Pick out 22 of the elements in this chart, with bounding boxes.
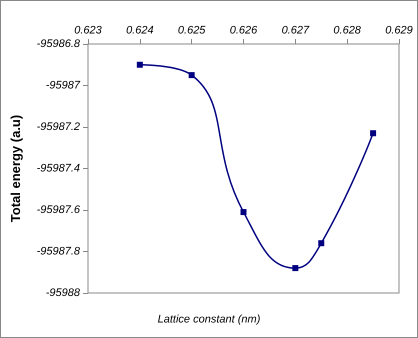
x-tick-label: 0.629 [385,24,413,36]
x-tick-label: 0.624 [126,24,154,36]
y-axis-title: Total energy (a.u) [8,114,23,222]
y-tick-label: -95987 [46,80,81,92]
x-tick-label: 0.627 [282,24,310,36]
y-tick-label: -95987.4 [36,162,80,174]
y-tick-label: -95988 [46,287,81,299]
x-tick-label: 0.628 [333,24,362,36]
point [292,265,298,272]
y-tick-label: -95987.8 [36,246,81,258]
y-tick-label: -95986.8 [36,38,81,50]
x-tick-label: 0.625 [178,24,206,36]
y-tick-label: -95987.2 [36,121,80,133]
point [188,72,195,78]
point [136,62,143,68]
point [370,130,376,136]
x-axis-title: Lattice constant (nm) [158,314,261,326]
x-tick-label: 0.626 [230,24,258,36]
x-tick-label: 0.623 [74,24,103,36]
point [318,240,324,246]
point [240,209,246,216]
y-tick-label: -95987.6 [36,204,81,216]
